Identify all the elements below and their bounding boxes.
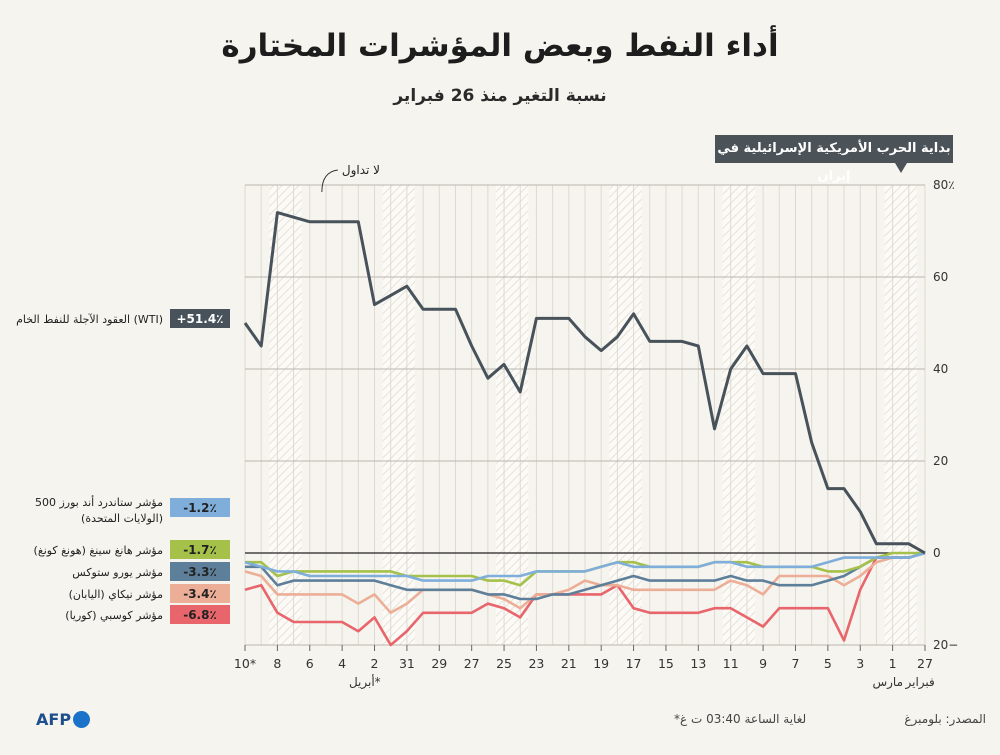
chart-subtitle: نسبة التغير منذ 26 فبراير — [393, 86, 607, 106]
series-line-5 — [244, 551, 926, 647]
legend-badge-1 — [170, 498, 230, 517]
no-trading-band — [722, 185, 755, 645]
x-tick-label: 1 — [889, 656, 897, 671]
legend-badge-value: +51.4٪ — [177, 312, 224, 326]
x-tick-label: 25 — [496, 656, 512, 671]
legend-label: مؤشر يورو ستوكس — [72, 566, 163, 579]
legend-label: مؤشر كوسبي (كوريا) — [65, 609, 163, 622]
legend-badge-value: -3.3٪ — [183, 565, 217, 579]
x-tick-label: 9 — [759, 656, 767, 671]
no-trading-label: لا تداول — [342, 163, 380, 178]
y-tick-label: 0 — [933, 546, 941, 560]
y-tick-label: 60 — [933, 270, 948, 284]
legend-badge-value: -1.7٪ — [183, 543, 217, 557]
no-trading-band — [269, 185, 302, 645]
series-line-4 — [244, 551, 926, 615]
x-tick-label: 8 — [273, 656, 281, 671]
legend-badge-0 — [170, 309, 230, 328]
y-tick-label: 40 — [933, 362, 948, 376]
x-tick-label: 5 — [824, 656, 832, 671]
chart-title: أداء النفط وبعض المؤشرات المختارة — [221, 28, 779, 64]
no-trading-band — [495, 185, 529, 645]
legend-badge-value: -3.4٪ — [183, 587, 217, 601]
x-tick-label: 4 — [338, 656, 346, 671]
x-tick-label: 23 — [528, 656, 544, 671]
legend-badge-2 — [170, 540, 230, 559]
series-line-3 — [245, 551, 926, 601]
no-trading-band — [884, 185, 917, 645]
x-tick-label: 29 — [431, 656, 447, 671]
x-tick-label: 7 — [791, 656, 799, 671]
x-tick-label: 6 — [306, 656, 314, 671]
x-tick-label: 21 — [561, 656, 577, 671]
month-label: فبراير — [905, 675, 935, 690]
x-tick-label: 10* — [234, 656, 256, 671]
legend-label: العقود الآجلة للنفط الخام (WTI) — [16, 313, 163, 326]
month-label: أبريل* — [349, 674, 381, 690]
legend-badge-4 — [170, 584, 230, 603]
x-tick-label: 17 — [626, 656, 642, 671]
source-note: المصدر: بلومبرغ — [904, 712, 986, 726]
no-trading-band — [609, 185, 642, 645]
legend-badge-3 — [170, 562, 230, 581]
x-tick-label: 19 — [593, 656, 609, 671]
y-tick-label: 20 — [933, 454, 948, 468]
no-trading-band — [382, 185, 415, 645]
y-tick-label: 20− — [933, 638, 958, 652]
legend-label: مؤشر هانغ سينغ (هونغ كونغ) — [34, 544, 164, 557]
legend-badge-5 — [170, 605, 230, 624]
afp-logo: AFP — [36, 710, 91, 729]
month-label: مارس — [872, 675, 903, 690]
x-tick-label: 11 — [723, 656, 739, 671]
series-line-0 — [243, 211, 926, 555]
y-tick-label: 80٪ — [933, 178, 955, 192]
legend-badge-value: -6.8٪ — [183, 608, 217, 622]
series-line-1 — [244, 551, 926, 582]
x-tick-label: 31 — [399, 656, 415, 671]
legend-label: مؤشر نيكاي (اليابان) — [69, 588, 164, 601]
x-tick-label: 15 — [658, 656, 674, 671]
legend-label: (الولايات المتحدة) — [81, 512, 163, 525]
x-tick-label: 3 — [856, 656, 864, 671]
event-annotation: بداية الحرب الأمريكية الإسرائيلية في إير… — [715, 135, 953, 184]
afp-logo-dot-icon — [73, 711, 91, 728]
x-tick-label: 2 — [371, 656, 379, 671]
no-trading-pointer — [321, 169, 338, 193]
x-tick-label: 27 — [464, 656, 480, 671]
time-note: *لغاية الساعة 03:40 ت غ — [674, 712, 807, 726]
legend-badge-value: -1.2٪ — [183, 501, 217, 515]
x-tick-label: 13 — [690, 656, 706, 671]
x-tick-label: 27 — [917, 656, 933, 671]
legend-label: مؤشر ستاندرد أند بورز 500 — [35, 495, 163, 509]
